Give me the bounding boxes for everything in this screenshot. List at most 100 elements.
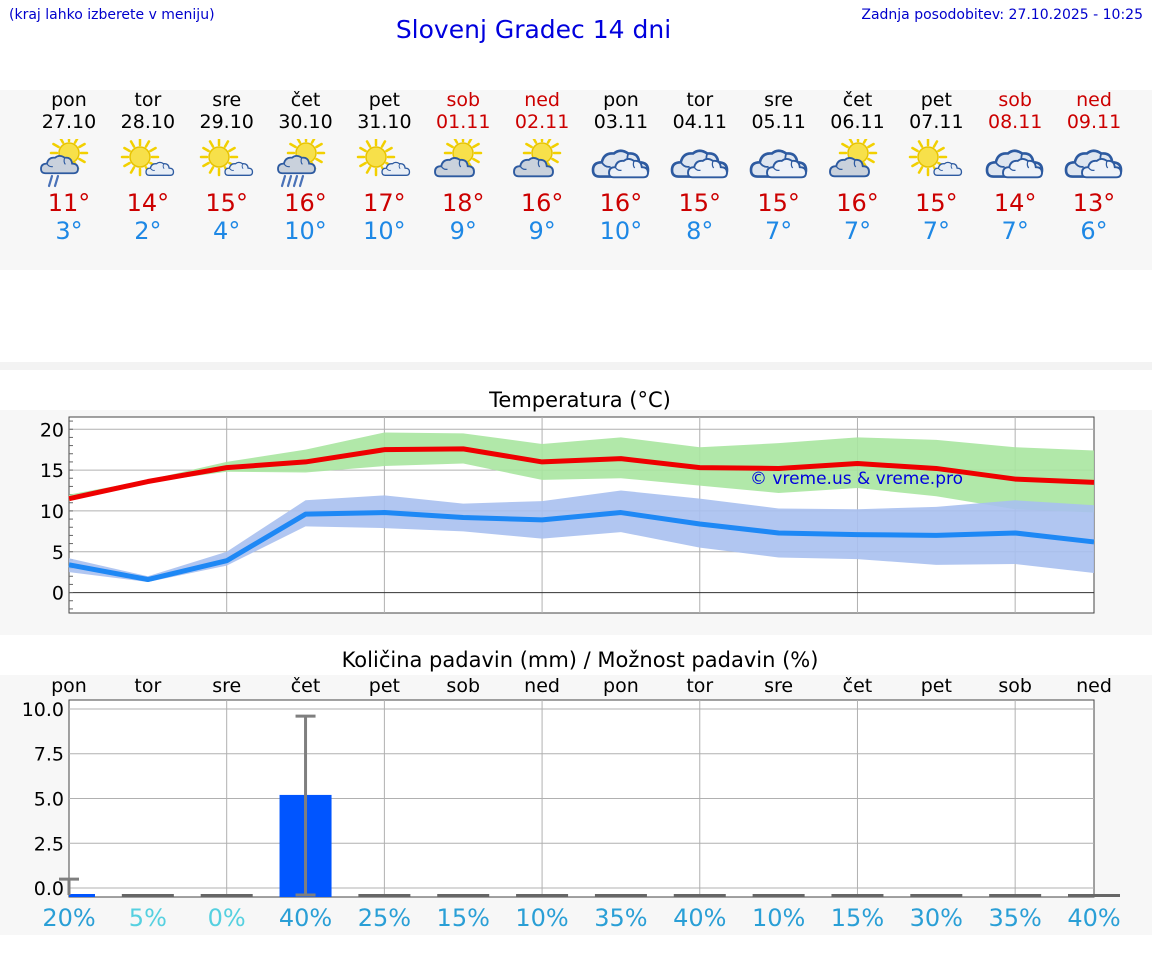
day-name: pet	[920, 89, 952, 111]
day-column: tor 04.11 15° 8°	[660, 89, 740, 245]
x-category-label: tor	[134, 675, 161, 697]
sun-cloud-heavy-rain-icon	[276, 139, 325, 188]
precipitation-probability: 15%	[831, 904, 884, 932]
min-temperature-line	[68, 510, 1095, 583]
precipitation-bar	[200, 894, 253, 897]
day-name: pet	[368, 89, 400, 111]
temp-max: 15°	[915, 189, 958, 217]
precipitation-bar	[752, 894, 805, 897]
temp-max: 11°	[47, 189, 91, 217]
x-category-label: pet	[369, 675, 400, 697]
x-category-label: sre	[212, 675, 241, 697]
temp-min: 9°	[528, 217, 556, 245]
precipitation-probability: 5%	[129, 904, 167, 932]
day-date: 31.10	[357, 111, 412, 133]
precipitation-bar	[358, 894, 411, 897]
cloudy-icon	[591, 149, 650, 179]
day-date: 07.11	[909, 111, 964, 133]
day-name: čet	[290, 89, 321, 111]
x-category-label: sob	[998, 675, 1032, 697]
precipitation-bar	[516, 894, 569, 897]
sun-cloud-icon	[434, 139, 483, 178]
precipitation-probability: 15%	[437, 904, 490, 932]
day-column: pet 07.11 15° 7°	[896, 89, 976, 245]
temp-min: 9°	[449, 217, 477, 245]
y-tick-label: 10.0	[22, 699, 64, 721]
menu-hint: (kraj lahko izberete v meniju)	[9, 7, 215, 23]
temp-max: 18°	[441, 189, 485, 217]
day-column: ned 09.11 13° 6°	[1054, 89, 1134, 245]
precipitation-bar	[121, 894, 174, 897]
day-name: pon	[51, 89, 87, 111]
day-column: sre 05.11 15° 7°	[739, 89, 819, 245]
sun-cloud-rain-icon	[40, 139, 89, 188]
precipitation-probability: 35%	[594, 904, 647, 932]
temp-min: 7°	[922, 217, 950, 245]
temp-max: 15°	[678, 189, 722, 217]
x-category-label: tor	[686, 675, 713, 697]
page-title: Slovenj Gradec 14 dni	[395, 15, 672, 44]
precipitation-probability: 40%	[279, 904, 332, 932]
day-name: tor	[134, 89, 162, 111]
temp-max: 16°	[599, 189, 643, 217]
day-column: tor 28.10 14° 2°	[108, 89, 188, 245]
precipitation-probability: 10%	[515, 904, 568, 932]
day-date: 27.10	[41, 111, 97, 133]
precipitation-bar	[69, 894, 95, 897]
temp-max: 17°	[363, 189, 406, 217]
day-name: pon	[603, 89, 639, 111]
y-tick-label: 5.0	[34, 789, 64, 811]
day-name: ned	[524, 89, 560, 111]
day-name: ned	[1076, 89, 1112, 111]
day-column: pet 31.10 17° 10°	[344, 89, 424, 245]
day-column: pon 27.10 11° 3°	[29, 89, 109, 245]
precipitation-probability: 40%	[1067, 904, 1120, 932]
temp-min: 7°	[1001, 217, 1029, 245]
cloudy-icon	[749, 149, 807, 179]
day-date: 06.11	[830, 111, 885, 133]
x-category-label: ned	[1076, 675, 1112, 697]
precipitation-probability: 0%	[208, 904, 246, 932]
precipitation-probability: 40%	[673, 904, 726, 932]
precipitation-bar	[437, 894, 490, 897]
temp-max: 14°	[126, 189, 170, 217]
watermark: © vreme.us & vreme.pro	[750, 469, 963, 489]
precipitation-probability: 25%	[358, 904, 411, 932]
x-category-label: čet	[843, 675, 873, 697]
sun-small-cloud-icon	[120, 139, 175, 177]
day-date: 09.11	[1066, 111, 1122, 133]
temp-max: 15°	[205, 189, 248, 217]
x-category-label: čet	[291, 675, 321, 697]
precipitation-chart-title: Količina padavin (mm) / Možnost padavin …	[341, 648, 819, 672]
temp-min: 6°	[1080, 217, 1108, 245]
temp-min: 10°	[284, 217, 327, 245]
y-tick-label: 15	[40, 460, 64, 482]
day-date: 02.11	[514, 111, 570, 133]
max-temperature-line	[68, 446, 1095, 502]
temperature-chart: 0 5 10 15 20 © vreme.us & vreme.pro	[40, 416, 1095, 614]
day-column: sre 29.10 15° 4°	[187, 89, 267, 245]
cloudy-icon	[1064, 149, 1123, 179]
day-date: 01.11	[436, 111, 491, 133]
y-tick-label: 2.5	[34, 833, 64, 855]
precipitation-bar	[831, 894, 884, 897]
temp-max: 16°	[836, 189, 879, 217]
temp-min: 4°	[213, 217, 241, 245]
day-column: čet 30.10 16° 10°	[266, 89, 346, 245]
day-column: čet 06.11 16° 7°	[818, 89, 898, 245]
day-date: 03.11	[593, 111, 649, 133]
precipitation-probability: 35%	[988, 904, 1041, 932]
divider	[0, 362, 1152, 370]
precipitation-bar	[910, 894, 963, 897]
temp-min: 10°	[363, 217, 406, 245]
temp-max: 14°	[993, 189, 1037, 217]
day-date: 05.11	[751, 111, 806, 133]
day-name: sre	[764, 89, 794, 111]
day-date: 29.10	[199, 111, 254, 133]
precipitation-probability: 30%	[910, 904, 963, 932]
temp-min: 3°	[55, 217, 83, 245]
precipitation-probability: 10%	[752, 904, 805, 932]
temp-max: 16°	[520, 189, 564, 217]
sun-small-cloud-icon	[357, 139, 411, 177]
